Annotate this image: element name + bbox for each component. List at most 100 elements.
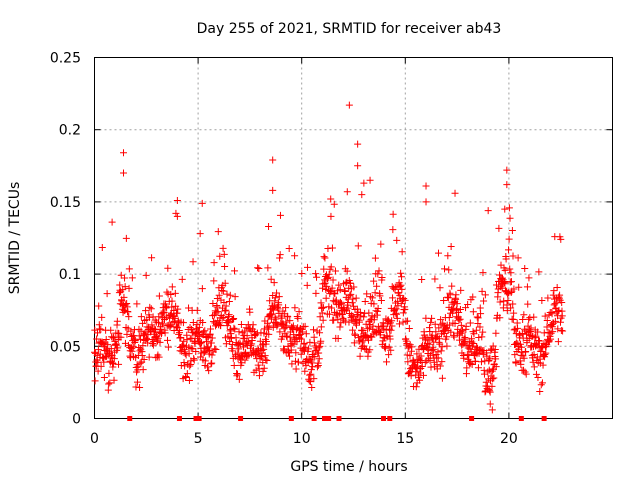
data-point [294,358,302,366]
data-point [199,319,207,327]
data-point [241,356,249,364]
data-point [555,306,563,314]
data-point [351,330,359,338]
data-point [207,339,215,347]
data-point [415,373,423,381]
data-point [510,285,518,293]
data-point [248,336,256,344]
gap-markers [127,416,547,421]
data-point [130,335,138,343]
data-point [208,351,216,359]
data-point [382,342,390,350]
data-point [110,376,118,384]
data-point [303,281,311,289]
data-point [209,300,217,308]
data-point [496,314,504,322]
data-point [95,302,103,310]
data-point [235,375,243,383]
data-point [243,338,251,346]
data-point [293,313,301,321]
data-point [506,265,514,273]
data-point [481,291,489,299]
data-point [518,329,526,337]
data-point [172,209,180,217]
data-point [211,345,219,353]
data-point [462,322,470,330]
axis-ticks [94,57,613,419]
data-point [115,360,123,368]
data-point [345,101,353,109]
data-point [174,305,182,313]
data-point [156,338,164,346]
data-point [311,353,319,361]
data-point [258,353,266,361]
data-point [413,350,421,358]
data-point [366,176,374,184]
data-point [321,254,329,262]
data-point [287,346,295,354]
data-point [120,149,128,157]
data-point [208,334,216,342]
data-point [231,293,239,301]
data-point [534,373,542,381]
data-point [406,352,414,360]
data-point [460,354,468,362]
data-point [271,297,279,305]
data-point [376,292,384,300]
data-point [271,294,279,302]
data-point [355,318,363,326]
data-point [255,265,263,273]
data-point [305,377,313,385]
data-point [521,264,529,272]
data-point [538,296,546,304]
data-point [127,327,135,335]
data-point [308,383,316,391]
data-point [247,341,255,349]
x-tick-label: 15 [396,431,414,447]
data-point [204,343,212,351]
data-point [523,283,531,291]
data-point [324,274,332,282]
data-point [397,300,405,308]
data-point [121,283,129,291]
data-point [107,326,115,334]
data-point [444,294,452,302]
data-point [469,308,477,316]
data-point [399,309,407,317]
data-point [104,386,112,394]
data-point [182,351,190,359]
data-point [310,375,318,383]
data-point [274,305,282,313]
data-point [469,293,477,301]
data-point [463,351,471,359]
data-point [195,323,203,331]
data-point [136,359,144,367]
data-point [171,289,179,297]
data-point [391,283,399,291]
data-point [169,318,177,326]
data-point [226,291,234,299]
data-point [201,357,209,365]
data-point [265,330,273,338]
data-point [507,269,515,277]
data-point [324,273,332,281]
data-point [96,325,104,333]
gap-marker [288,416,294,421]
data-point [514,324,522,332]
x-tick-label: 0 [90,431,99,447]
data-point [505,204,513,212]
data-point [513,339,521,347]
data-point [532,370,540,378]
data-point [231,325,239,333]
data-point [346,279,354,287]
data-point [486,400,494,408]
data-point [526,328,534,336]
data-point [431,320,439,328]
data-point [328,304,336,312]
data-point [148,321,156,329]
data-point [276,251,284,259]
data-point [185,377,193,385]
data-point [293,338,301,346]
data-point [536,387,544,395]
data-point [524,300,532,308]
